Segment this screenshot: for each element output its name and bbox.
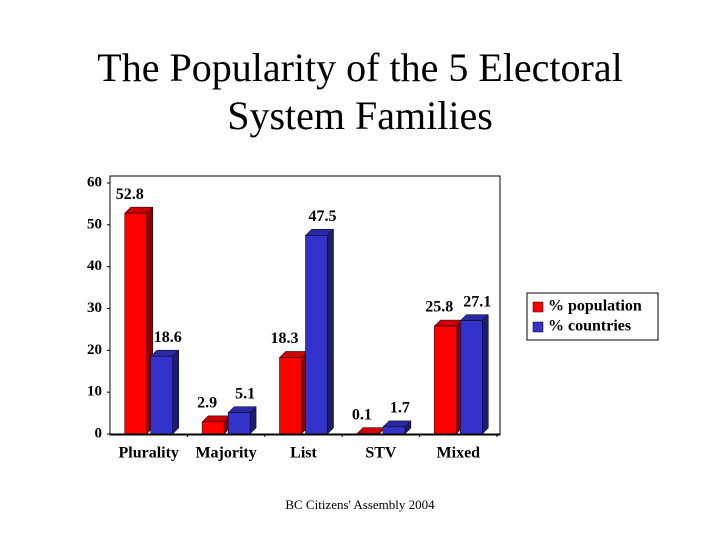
bar-side [482,314,489,435]
bar [460,320,483,435]
chart-title: The Popularity of the 5 Electoral System … [97,45,622,138]
value-label: 25.8 [425,299,453,316]
y-tick-label: 10 [87,384,102,400]
bar [227,412,251,435]
value-label: 27.1 [463,293,491,310]
footer: BC Citizens' Assembly 2004 [285,497,435,512]
x-tick-label: Mixed [437,445,481,462]
legend-swatch [532,301,544,313]
value-label: 18.6 [154,329,182,346]
legend-label: % population [548,298,642,315]
value-label: 1.7 [390,400,410,417]
legend-label: % countries [548,318,631,335]
bar [279,357,302,435]
y-tick-label: 60 [87,174,102,190]
value-label: 18.3 [271,330,299,347]
y-tick-label: 20 [87,342,102,358]
bar [124,212,147,435]
legend-box [526,292,659,341]
value-label: 2.9 [197,395,217,412]
bar [201,421,225,435]
x-tick-label: List [290,445,317,462]
bar [150,355,173,435]
bar-side [172,349,179,435]
legend-swatch [532,321,544,333]
y-tick-label: 40 [87,258,102,274]
bar [434,325,457,435]
bar [305,235,328,435]
y-tick-label: 0 [95,425,103,441]
y-tick-label: 30 [87,300,102,316]
bar [382,426,406,435]
x-tick-label: Plurality [118,445,178,462]
value-label: 0.1 [352,406,372,423]
bar-top [356,427,386,434]
value-label: 47.5 [309,208,337,225]
bar-side [327,228,334,435]
x-tick-label: STV [365,445,397,462]
value-label: 52.8 [116,186,144,203]
value-label: 5.1 [235,385,255,402]
y-tick-label: 50 [87,216,102,232]
x-tick-label: Majority [195,445,256,462]
